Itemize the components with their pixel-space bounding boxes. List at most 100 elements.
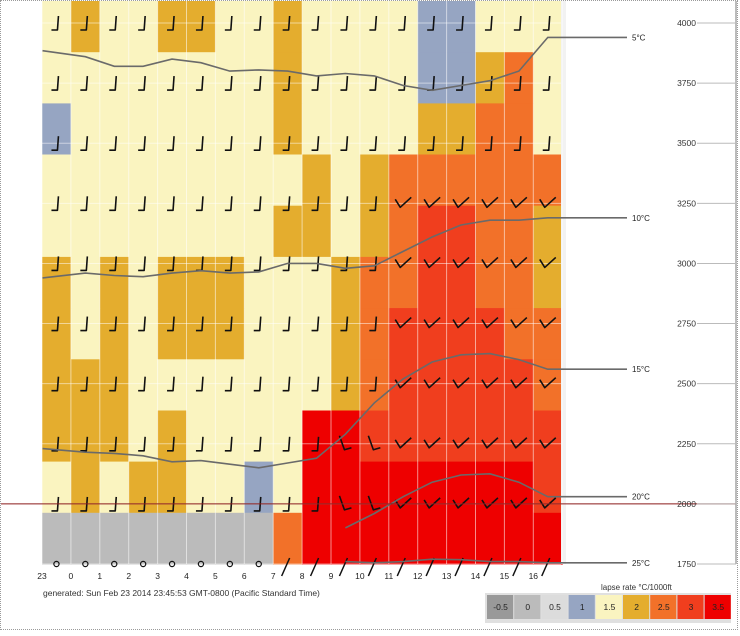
heatmap-cell: [533, 103, 563, 156]
wind-barb: [253, 376, 262, 392]
wind-barb: [224, 196, 233, 212]
wind-barb: [481, 316, 499, 329]
wind-barb: [311, 15, 320, 31]
heatmap-cell: [128, 103, 159, 156]
wind-barb: [394, 196, 412, 209]
heatmap-cell: [42, 1, 72, 53]
wind-barb: [80, 436, 89, 452]
legend-title: lapse rate °C/1000ft: [601, 583, 673, 592]
wind-barb: [398, 136, 407, 152]
heatmap-cell: [128, 461, 159, 514]
wind-barb: [138, 15, 146, 31]
heatmap-cell: [359, 52, 390, 104]
wind-barb: [367, 557, 378, 577]
wind-barb: [340, 76, 349, 91]
heatmap-cell: [504, 52, 534, 104]
heatmap-cell: [99, 359, 130, 412]
heatmap-cell: [99, 256, 130, 309]
heatmap-cell: [533, 410, 563, 463]
wind-barb: [369, 15, 378, 31]
wind-barb: [456, 15, 464, 31]
heatmap-cell: [157, 461, 188, 514]
heatmap-cell: [533, 52, 563, 104]
legend-swatch: [595, 595, 622, 619]
x-tick-label: 3: [155, 571, 160, 581]
x-tick-label: 0: [69, 571, 74, 581]
heatmap-cell: [273, 103, 303, 156]
wind-barb: [109, 196, 118, 212]
y-tick-label: 2250: [677, 439, 696, 449]
heatmap-cell: [302, 461, 332, 514]
wind-barb: [80, 136, 89, 152]
wind-barb: [253, 136, 262, 152]
x-tick-label: 4: [184, 571, 189, 581]
heatmap-cell: [273, 205, 303, 258]
heatmap-cell: [302, 410, 332, 463]
heatmap-cell: [215, 1, 245, 53]
y-tick-label: 2750: [677, 319, 696, 329]
wind-barb: [542, 76, 551, 91]
heatmap-cell: [475, 1, 505, 53]
y-tick-label: 3000: [677, 258, 696, 268]
wind-barb: [138, 436, 146, 452]
wind-barb: [51, 316, 60, 332]
heatmap-cell: [99, 308, 130, 360]
wind-barb: [282, 76, 291, 91]
wind-barb: [138, 196, 146, 212]
heatmap-cell: [359, 1, 390, 53]
heatmap-cell: [331, 205, 361, 258]
y-tick-label: 4000: [677, 18, 696, 28]
wind-barb: [456, 136, 464, 152]
heatmap-cell: [417, 154, 448, 207]
wind-barb: [109, 316, 118, 332]
heatmap-cell: [186, 103, 216, 156]
wind-barb: [510, 377, 528, 389]
heatmap-cell: [42, 205, 72, 258]
wind-barb: [510, 316, 528, 329]
heatmap-cell: [186, 308, 216, 360]
wind-barb: [282, 256, 291, 272]
heatmap-cell: [128, 308, 159, 360]
legend-label: 2.5: [658, 602, 670, 612]
wind-barb: [51, 76, 60, 91]
wind-barb: [51, 136, 60, 152]
wind-barb: [224, 376, 233, 392]
calm-wind-circle: [255, 560, 262, 568]
heatmap-cell: [331, 359, 361, 412]
wind-barb: [541, 557, 551, 577]
wind-barb: [539, 316, 557, 329]
wind-barb: [481, 497, 499, 509]
heatmap-cell: [244, 256, 274, 309]
wind-barb: [282, 376, 291, 392]
wind-barb: [167, 316, 175, 332]
wind-barb: [282, 316, 291, 332]
y-tick-label: 3250: [677, 198, 696, 208]
wind-barb: [539, 377, 557, 389]
wind-barb: [513, 76, 522, 91]
wind-barb: [51, 496, 60, 512]
heatmap-cell: [388, 1, 419, 53]
heatmap-cell: [128, 410, 159, 463]
heatmap-cell: [388, 52, 419, 104]
isotherm-line: [345, 472, 627, 529]
wind-barb: [167, 256, 175, 272]
heatmap-cell: [157, 512, 188, 565]
legend-label: 2: [634, 602, 639, 612]
heatmap-cell: [42, 52, 72, 104]
heatmap-cell: [273, 410, 303, 463]
heatmap-cell: [99, 461, 130, 514]
wind-barb: [311, 496, 320, 512]
heatmap-cell: [128, 205, 159, 258]
wind-barb: [167, 436, 175, 452]
heatmap-cell: [99, 1, 130, 53]
heatmap-cell: [475, 154, 505, 207]
heatmap-cell: [186, 410, 216, 463]
heatmap-cell: [302, 103, 332, 156]
wind-barb: [340, 15, 349, 31]
wind-barb: [253, 76, 262, 91]
plot-margin: [561, 1, 566, 564]
heatmap-cell: [157, 256, 188, 309]
heatmap-cell: [99, 154, 130, 207]
heatmap-cell: [186, 512, 216, 565]
x-tick-label: 15: [500, 571, 510, 581]
